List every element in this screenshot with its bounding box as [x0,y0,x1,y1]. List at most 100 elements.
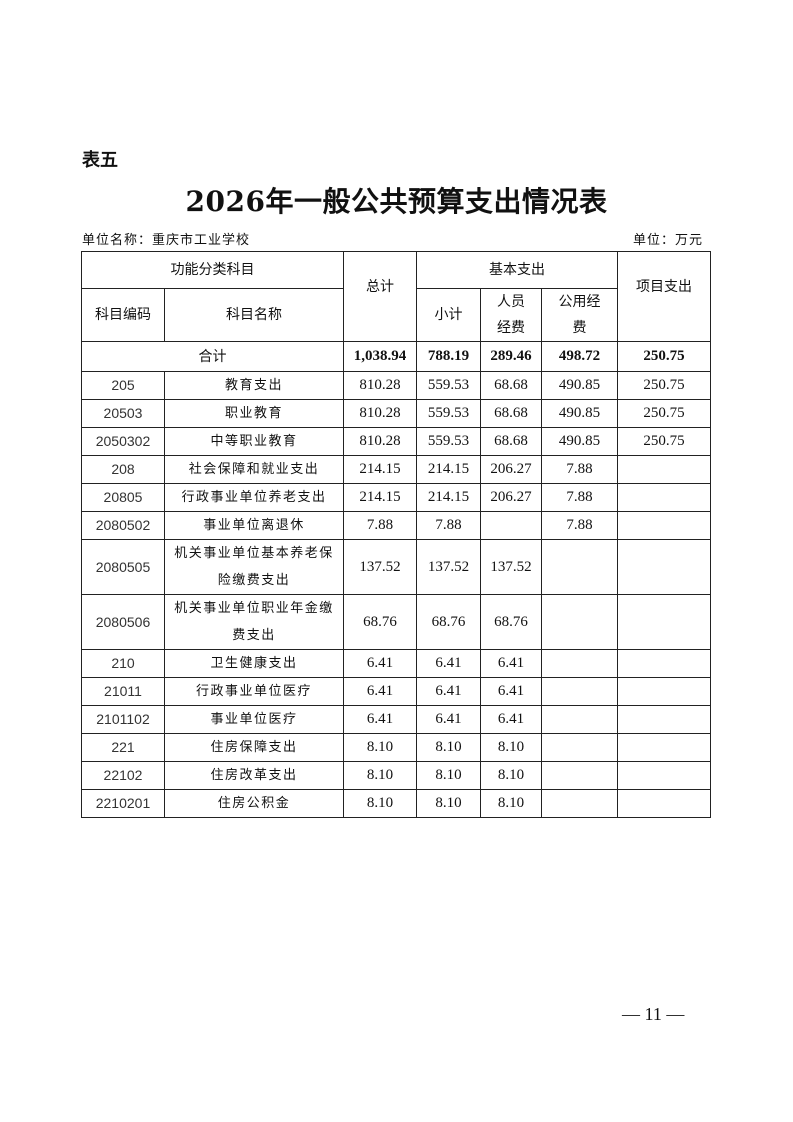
row-public [541,789,618,818]
row-subtotal: 137.52 [416,539,481,595]
row-total: 8.10 [343,733,417,762]
row-code: 20805 [81,483,165,512]
table-row: 210 卫生健康支出 6.41 6.41 6.41 [81,649,711,678]
row-personnel: 8.10 [480,761,542,790]
row-project [617,705,711,734]
header-name: 科目名称 [164,288,344,342]
header-func-class: 功能分类科目 [81,251,344,289]
row-project: 250.75 [617,399,711,428]
table-row: 2101102 事业单位医疗 6.41 6.41 6.41 [81,705,711,734]
row-subtotal: 68.76 [416,594,481,650]
row-personnel: 206.27 [480,455,542,484]
header-code: 科目编码 [81,288,165,342]
total-project: 250.75 [617,341,711,372]
total-public: 498.72 [541,341,618,372]
row-name: 机关事业单位基本养老保险缴费支出 [164,539,344,595]
total-total: 1,038.94 [343,341,417,372]
table-row: 2210201 住房公积金 8.10 8.10 8.10 [81,789,711,818]
table-row: 20503 职业教育 810.28 559.53 68.68 490.85 250.75 [81,399,711,428]
table-row: 22102 住房改革支出 8.10 8.10 8.10 [81,761,711,790]
row-project [617,789,711,818]
row-total: 8.10 [343,761,417,790]
table-row: 2050302 中等职业教育 810.28 559.53 68.68 490.85 250.… [81,427,711,456]
row-name: 事业单位离退休 [164,511,344,540]
row-name: 行政事业单位养老支出 [164,483,344,512]
row-code: 21011 [81,677,165,706]
row-personnel [480,511,542,540]
unit-label: 单位：万元 [632,233,703,248]
table-row: 21011 行政事业单位医疗 6.41 6.41 6.41 [81,677,711,706]
budget-table: 功能分类科目 总计 基本支出 项目支出 科目编码 科目名称 小计 人员经费 公用… [81,251,711,818]
row-code: 20503 [81,399,165,428]
row-name: 中等职业教育 [164,427,344,456]
page-number: — 11 — [622,1004,685,1024]
row-project [617,594,711,650]
row-public: 7.88 [541,483,618,512]
row-total: 810.28 [343,399,417,428]
table-row: 20805 行政事业单位养老支出 214.15 214.15 206.27 7.88 [81,483,711,512]
row-subtotal: 8.10 [416,789,481,818]
row-project [617,677,711,706]
row-name: 机关事业单位职业年金缴费支出 [164,594,344,650]
row-public: 490.85 [541,427,618,456]
row-personnel: 6.41 [480,649,542,678]
row-public: 7.88 [541,511,618,540]
row-code: 2050302 [81,427,165,456]
row-total: 214.15 [343,455,417,484]
row-code: 210 [81,649,165,678]
row-code: 221 [81,733,165,762]
total-subtotal: 788.19 [416,341,481,372]
row-project [617,733,711,762]
row-code: 2080502 [81,511,165,540]
row-public [541,539,618,595]
row-total: 810.28 [343,371,417,400]
row-subtotal: 559.53 [416,427,481,456]
row-public: 7.88 [541,455,618,484]
header-total: 总计 [343,251,417,342]
row-subtotal: 559.53 [416,399,481,428]
row-name: 社会保障和就业支出 [164,455,344,484]
total-personnel: 289.46 [480,341,542,372]
row-project [617,483,711,512]
row-project [617,761,711,790]
row-total: 8.10 [343,789,417,818]
row-total: 214.15 [343,483,417,512]
header-public: 公用经费 [541,288,618,342]
row-name: 职业教育 [164,399,344,428]
row-total: 810.28 [343,427,417,456]
row-subtotal: 8.10 [416,733,481,762]
row-personnel: 8.10 [480,733,542,762]
row-subtotal: 6.41 [416,677,481,706]
table-row: 205 教育支出 810.28 559.53 68.68 490.85 250.75 [81,371,711,400]
row-total: 7.88 [343,511,417,540]
row-personnel: 206.27 [480,483,542,512]
row-subtotal: 6.41 [416,705,481,734]
header-personnel: 人员经费 [480,288,542,342]
row-personnel: 8.10 [480,789,542,818]
row-code: 205 [81,371,165,400]
row-subtotal: 214.15 [416,483,481,512]
row-project: 250.75 [617,371,711,400]
row-name: 住房保障支出 [164,733,344,762]
row-personnel: 68.68 [480,427,542,456]
row-public [541,677,618,706]
page-title: 2026年一般公共预算支出情况表 [185,185,608,218]
total-label: 合计 [81,341,344,372]
total-row: 合计 1,038.94 788.19 289.46 498.72 250.75 [81,341,711,372]
row-code: 2080506 [81,594,165,650]
row-personnel: 137.52 [480,539,542,595]
row-public [541,733,618,762]
row-subtotal: 559.53 [416,371,481,400]
row-project [617,511,711,540]
row-name: 卫生健康支出 [164,649,344,678]
row-public: 490.85 [541,399,618,428]
row-personnel: 6.41 [480,677,542,706]
unit-name: 单位名称：重庆市工业学校 [82,233,251,248]
row-public [541,705,618,734]
header-basic: 基本支出 [416,251,618,289]
row-name: 行政事业单位医疗 [164,677,344,706]
row-code: 208 [81,455,165,484]
row-total: 137.52 [343,539,417,595]
row-subtotal: 7.88 [416,511,481,540]
row-project [617,649,711,678]
